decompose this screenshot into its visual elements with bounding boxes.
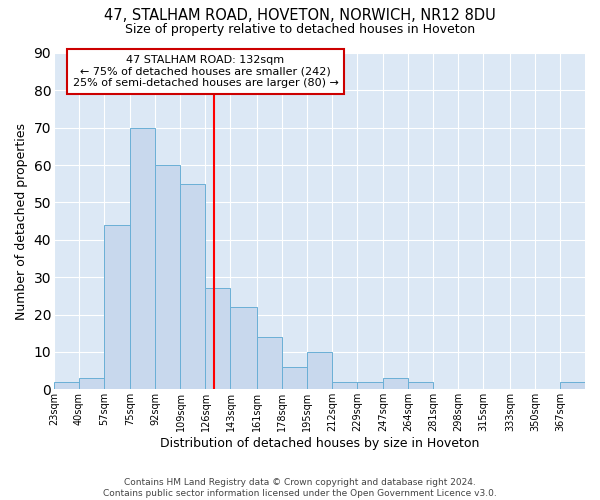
Text: 47 STALHAM ROAD: 132sqm
← 75% of detached houses are smaller (242)
25% of semi-d: 47 STALHAM ROAD: 132sqm ← 75% of detache… (73, 55, 338, 88)
Bar (130, 128, 155, 390)
Bar (104, 225, 130, 390)
Bar (332, 382, 357, 390)
Bar (230, 307, 257, 390)
Text: Contains HM Land Registry data © Crown copyright and database right 2024.
Contai: Contains HM Land Registry data © Crown c… (103, 478, 497, 498)
Bar (307, 352, 332, 390)
Bar (54, 382, 79, 390)
Bar (383, 378, 409, 390)
Y-axis label: Number of detached properties: Number of detached properties (15, 122, 28, 320)
Text: 47, STALHAM ROAD, HOVETON, NORWICH, NR12 8DU: 47, STALHAM ROAD, HOVETON, NORWICH, NR12… (104, 8, 496, 22)
Bar (181, 184, 205, 390)
Bar (409, 382, 433, 390)
Bar (205, 288, 230, 390)
Bar (357, 382, 383, 390)
Bar (560, 382, 585, 390)
Bar (155, 165, 181, 390)
Bar (257, 337, 282, 390)
Text: Size of property relative to detached houses in Hoveton: Size of property relative to detached ho… (125, 22, 475, 36)
Bar (282, 367, 307, 390)
Bar (79, 378, 104, 390)
X-axis label: Distribution of detached houses by size in Hoveton: Distribution of detached houses by size … (160, 437, 479, 450)
